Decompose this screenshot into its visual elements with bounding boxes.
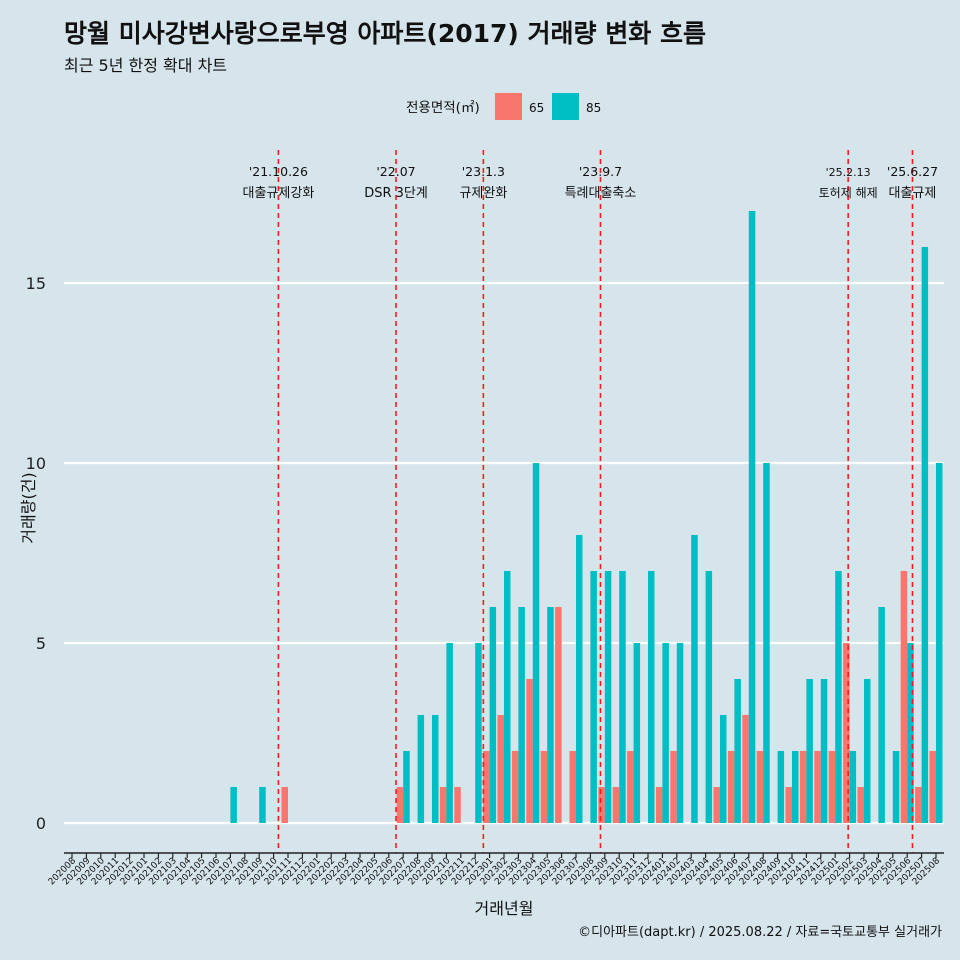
- bar-85-202403: [691, 535, 698, 823]
- bar-65-202303: [511, 751, 519, 823]
- annotation-text: DSR 3단계: [364, 186, 428, 201]
- chart-title: 망월 미사강변사랑으로부영 아파트(2017) 거래량 변화 흐름: [64, 19, 706, 48]
- bar-65-202302: [497, 715, 504, 823]
- annotation-text: 특례대출축소: [565, 186, 637, 201]
- bar-85-202411: [806, 679, 813, 823]
- annotation-date: '23.9.7: [579, 164, 622, 179]
- y-tick-label: 15: [26, 274, 46, 293]
- bar-65-202407: [742, 715, 749, 823]
- bar-65-202207: [396, 787, 404, 823]
- x-axis-title: 거래년월: [475, 899, 534, 918]
- bar-65-202406: [727, 751, 735, 823]
- bar-65-202311: [627, 751, 634, 823]
- bar-85-202301: [489, 607, 497, 823]
- bar-65-202501: [828, 751, 836, 823]
- bar-85-202209: [432, 715, 439, 823]
- bar-85-202402: [676, 643, 684, 823]
- bar-85-202401: [662, 643, 669, 823]
- bar-65-202503: [857, 787, 864, 823]
- bar-65-202309: [598, 787, 605, 823]
- bar-85-202404: [705, 571, 713, 823]
- bar-85-202506: [907, 643, 914, 823]
- bar-85-202307: [576, 535, 583, 823]
- y-tick-label: 0: [36, 814, 46, 833]
- bar-65-202402: [670, 751, 677, 823]
- annotation-date: '25.2.13: [826, 166, 871, 179]
- bar-85-202207: [403, 751, 410, 823]
- bar-65-202410: [785, 787, 792, 823]
- bar-85-202504: [878, 607, 885, 823]
- bar-85-202107: [230, 787, 237, 823]
- bar-65-202304: [526, 679, 533, 823]
- bar-85-202212: [475, 643, 482, 823]
- bar-85-202309: [604, 571, 612, 823]
- bar-65-202412: [814, 751, 821, 823]
- annotation-text: 규제완화: [459, 186, 507, 201]
- bar-85-202312: [648, 571, 655, 823]
- bar-85-202502: [849, 751, 857, 823]
- legend-label: 65: [529, 101, 544, 115]
- bar-85-202409: [777, 751, 785, 823]
- bar-85-202210: [446, 643, 453, 823]
- bar-85-202408: [763, 463, 770, 823]
- bar-65-202408: [756, 751, 764, 823]
- bar-85-202505: [892, 751, 900, 823]
- bar-85-202501: [835, 571, 842, 823]
- annotation-text: 대출규제: [889, 186, 937, 201]
- bar-65-202306: [555, 607, 562, 823]
- bar-85-202508: [936, 463, 943, 823]
- y-tick-label: 10: [26, 454, 46, 473]
- bar-65-202301: [483, 751, 490, 823]
- bar-85-202208: [417, 715, 425, 823]
- legend-swatch-65: [495, 93, 522, 120]
- bar-85-202406: [734, 679, 741, 823]
- bar-85-202311: [633, 643, 641, 823]
- y-tick-label: 5: [36, 634, 46, 653]
- annotation-date: '25.6.27: [887, 164, 938, 179]
- legend-swatch-85: [552, 93, 579, 120]
- bar-65-202405: [713, 787, 720, 823]
- bar-85-202503: [864, 679, 871, 823]
- chart-subtitle: 최근 5년 한정 확대 차트: [64, 56, 228, 75]
- bar-85-202109: [259, 787, 266, 823]
- bar-65-202211: [454, 787, 461, 823]
- bar-65-202506: [900, 571, 908, 823]
- bar-65-202305: [540, 751, 548, 823]
- bar-85-202412: [820, 679, 828, 823]
- y-axis-title: 거래량(건): [19, 472, 38, 543]
- bar-65-202502: [843, 643, 850, 823]
- bar-65-202307: [569, 751, 576, 823]
- annotation-date: '22.07: [376, 164, 415, 179]
- bar-85-202410: [792, 751, 799, 823]
- bar-85-202303: [518, 607, 525, 823]
- legend-title: 전용면적(㎡): [406, 100, 480, 116]
- annotation-text: 토허제 해제: [819, 186, 878, 200]
- source-caption: ©디아파트(dapt.kr) / 2025.08.22 / 자료=국토교통부 실…: [578, 925, 942, 940]
- bar-65-202411: [799, 751, 807, 823]
- bar-85-202305: [547, 607, 554, 823]
- bar-65-202508: [929, 751, 936, 823]
- bar-85-202304: [532, 463, 540, 823]
- bar-85-202308: [590, 571, 597, 823]
- bar-65-202111: [281, 787, 288, 823]
- annotation-date: '21.10.26: [249, 164, 308, 179]
- bar-85-202302: [504, 571, 511, 823]
- bar-65-202401: [655, 787, 663, 823]
- legend-label: 85: [586, 101, 601, 115]
- bar-85-202310: [619, 571, 626, 823]
- bar-65-202210: [439, 787, 447, 823]
- bar-85-202405: [720, 715, 727, 823]
- annotation-text: 대출규제강화: [243, 186, 315, 201]
- annotation-date: '23.1.3: [462, 164, 505, 179]
- bar-65-202310: [612, 787, 620, 823]
- bar-65-202507: [915, 787, 922, 823]
- bar-85-202507: [921, 247, 929, 823]
- bar-85-202407: [748, 211, 756, 823]
